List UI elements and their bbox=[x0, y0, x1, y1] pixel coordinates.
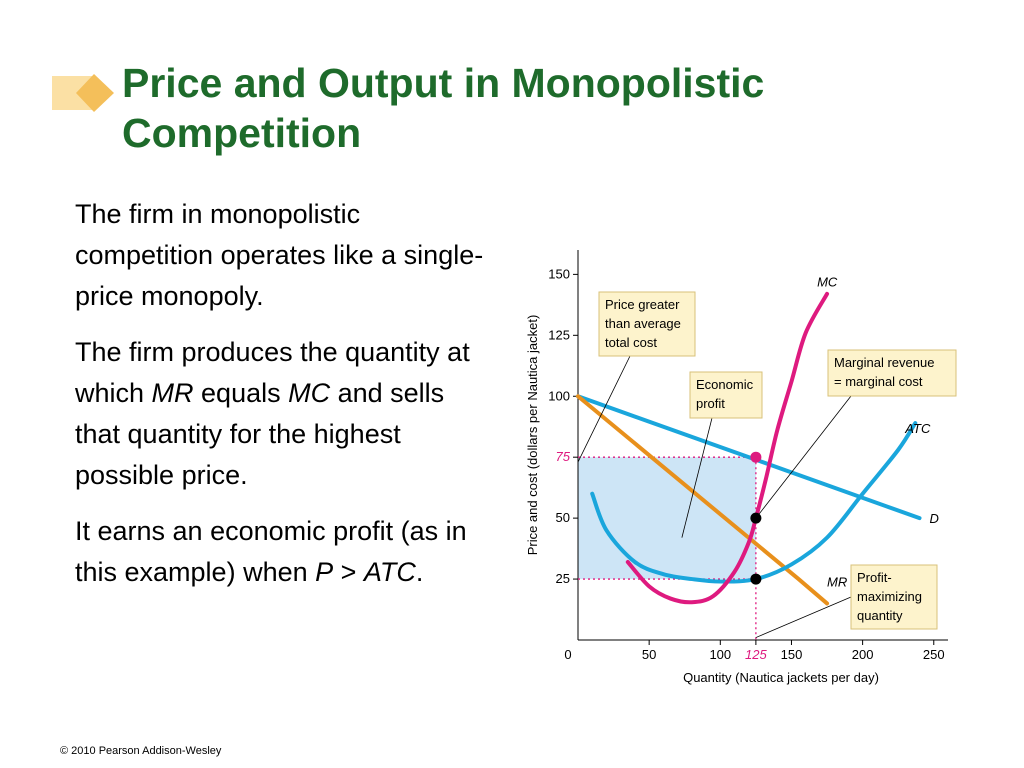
x-tick-label-50: 50 bbox=[642, 647, 656, 662]
callout-leader-mr-equals-mc bbox=[755, 395, 852, 519]
bullet-paragraph-1: The firm in monopolistic competition ope… bbox=[75, 194, 495, 317]
bullet-3-text-b: > bbox=[333, 557, 364, 587]
bullet-3-atc: ATC bbox=[363, 557, 416, 587]
callout-text-price-greater-2: than average bbox=[605, 316, 681, 331]
bullet-3-text-a: It earns an economic profit (as in this … bbox=[75, 516, 467, 587]
x-tick-label-0: 0 bbox=[564, 647, 571, 662]
atc-curve bbox=[590, 421, 918, 584]
monopolistic-competition-chart: 25 50 75 100 125 150 0 50 100 125 150 200 250 Quantit… bbox=[525, 250, 957, 685]
mc-curve bbox=[625, 291, 830, 605]
marker-point-3 bbox=[750, 573, 762, 585]
x-tick-label-150: 150 bbox=[781, 647, 803, 662]
diamond-bullet-icon bbox=[52, 74, 114, 112]
callout-box-price-greater bbox=[598, 291, 696, 357]
bullet-2-mc: MC bbox=[288, 378, 331, 408]
copyright-footer: © 2010 Pearson Addison-Wesley bbox=[60, 745, 222, 757]
callout-box-profit-max-qty bbox=[850, 564, 938, 630]
y-tick-label-75: 75 bbox=[556, 449, 571, 464]
x-tick-label-100: 100 bbox=[709, 647, 731, 662]
bullet-3-text-c: . bbox=[415, 557, 424, 587]
bullet-3-p: P bbox=[315, 557, 334, 587]
x-axis-label: Quantity (Nautica jackets per day) bbox=[683, 670, 879, 685]
callout-text-profit-max-qty-2: maximizing bbox=[857, 589, 922, 604]
callout-leader-price-greater bbox=[577, 355, 631, 463]
bullet-1-text: The firm in monopolistic competition ope… bbox=[75, 199, 484, 311]
callout-leader-profit-max-qty bbox=[755, 596, 852, 638]
callout-text-profit-max-qty-3: quantity bbox=[857, 608, 903, 623]
bullet-2-text-c: and sells that quantity for the highest … bbox=[75, 378, 445, 490]
callout-text-profit-max-qty-1: Profit- bbox=[857, 570, 892, 585]
slide-title: Price and Output in Monopolistic Competi… bbox=[122, 60, 765, 156]
mr-curve bbox=[576, 394, 830, 606]
bullet-paragraph-2: The firm produces the quantity at which … bbox=[75, 332, 495, 496]
y-tick-label-50: 50 bbox=[556, 510, 570, 525]
callout-text-economic-profit-2: profit bbox=[696, 396, 725, 411]
callout-leader-economic-profit bbox=[681, 417, 713, 538]
y-tick-label-150: 150 bbox=[548, 266, 570, 281]
demand-curve bbox=[576, 394, 922, 521]
marker-point-1 bbox=[750, 451, 762, 463]
x-tick-label-125: 125 bbox=[745, 647, 767, 662]
bullet-2-text-b: equals bbox=[193, 378, 289, 408]
x-tick-label-250: 250 bbox=[923, 647, 945, 662]
body-text: The firm in monopolistic competition ope… bbox=[75, 194, 495, 608]
bullet-2-text-a: The firm produces the quantity at which bbox=[75, 337, 470, 408]
callout-box-economic-profit bbox=[689, 371, 763, 419]
y-tick-label-100: 100 bbox=[548, 388, 570, 403]
demand-label: D bbox=[930, 511, 939, 526]
atc-label: ATC bbox=[904, 421, 931, 436]
bullet-paragraph-3: It earns an economic profit (as in this … bbox=[75, 511, 495, 593]
bullet-2-mr: MR bbox=[151, 378, 194, 408]
callout-text-price-greater-1: Price greater bbox=[605, 297, 680, 312]
callout-text-mr-equals-mc-1: Marginal revenue bbox=[834, 355, 934, 370]
mc-label: MC bbox=[817, 275, 838, 290]
callout-text-economic-profit-1: Economic bbox=[696, 377, 754, 392]
y-tick-label-125: 125 bbox=[548, 327, 570, 342]
y-tick-label-25: 25 bbox=[556, 571, 570, 586]
callout-text-price-greater-3: total cost bbox=[605, 335, 657, 350]
callout-text-mr-equals-mc-2: = marginal cost bbox=[834, 374, 923, 389]
y-axis-label: Price and cost (dollars per Nautica jack… bbox=[525, 315, 540, 556]
x-tick-label-200: 200 bbox=[852, 647, 874, 662]
mr-label: MR bbox=[827, 574, 847, 589]
callout-box-mr-equals-mc bbox=[827, 349, 957, 397]
economic-profit-area bbox=[578, 457, 756, 580]
